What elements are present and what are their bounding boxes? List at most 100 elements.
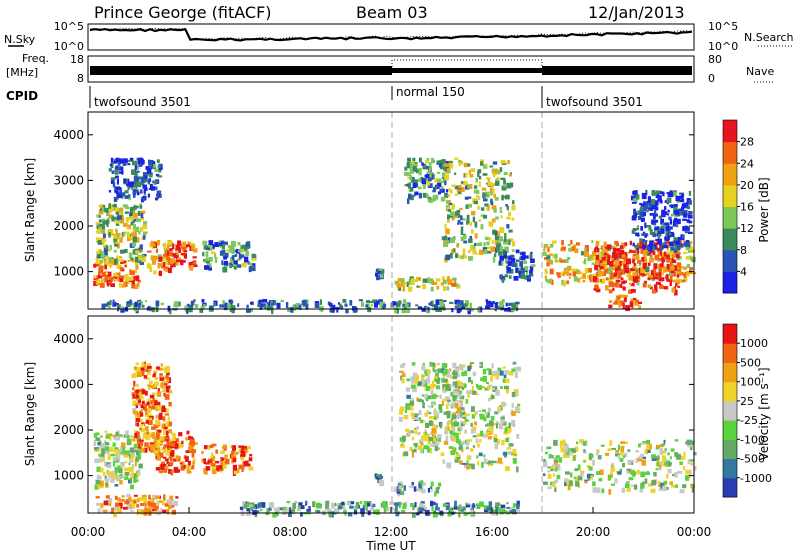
scatter-cell	[595, 240, 600, 246]
scatter-cell	[590, 454, 594, 458]
scatter-cell	[682, 234, 685, 239]
scatter-cell	[655, 273, 659, 276]
scatter-cell	[272, 300, 277, 306]
scatter-cell	[486, 381, 489, 384]
scatter-cell	[649, 286, 653, 290]
scatter-cell	[422, 278, 428, 283]
scatter-cell	[97, 442, 101, 446]
scatter-cell	[515, 392, 519, 397]
scatter-cell	[132, 394, 136, 399]
scatter-cell	[116, 243, 120, 249]
scatter-cell	[367, 501, 372, 505]
scatter-cell	[492, 370, 497, 377]
scatter-cell	[494, 434, 498, 437]
scatter-cell	[563, 267, 567, 272]
scatter-cell	[101, 206, 105, 213]
scatter-cell	[188, 435, 191, 440]
scatter-cell	[237, 258, 241, 261]
scatter-cell	[361, 511, 365, 517]
scatter-cell	[142, 198, 146, 201]
scatter-cell	[398, 485, 402, 489]
scatter-cell	[406, 308, 410, 313]
scatter-cell	[96, 250, 101, 254]
scatter-cell	[178, 442, 183, 448]
scatter-cell	[160, 464, 165, 470]
scatter-cell	[504, 233, 507, 237]
scatter-cell	[676, 262, 682, 268]
scatter-cell	[379, 274, 383, 278]
scatter-cell	[543, 248, 546, 252]
scatter-cell	[117, 465, 121, 469]
scatter-cell	[475, 383, 479, 388]
scatter-cell	[164, 413, 170, 416]
scatter-cell	[459, 207, 463, 210]
scatter-cell	[493, 438, 498, 443]
scatter-cell	[245, 511, 249, 516]
scatter-cell	[639, 202, 642, 205]
scatter-cell	[635, 458, 639, 463]
scatter-cell	[395, 505, 398, 511]
scatter-cell	[168, 469, 172, 474]
scatter-cell	[267, 305, 271, 311]
scatter-cell	[642, 283, 647, 288]
scatter-cell	[104, 249, 108, 256]
scatter-cell	[422, 419, 425, 423]
scatter-cell	[658, 267, 661, 273]
scatter-cell	[232, 254, 236, 257]
scatter-cell	[515, 249, 520, 254]
scatter-cell	[154, 377, 159, 381]
scatter-cell	[508, 370, 514, 376]
scatter-cell	[616, 270, 621, 275]
scatter-cell	[138, 392, 143, 397]
scatter-cell	[360, 508, 365, 514]
scatter-cell	[234, 451, 239, 455]
scatter-cell	[461, 218, 466, 221]
scatter-cell	[642, 247, 646, 250]
scatter-cell	[646, 471, 649, 474]
scatter-cell	[305, 500, 308, 505]
colorbar-tick-label: -1000	[740, 472, 772, 485]
scatter-cell	[467, 392, 470, 398]
scatter-cell	[409, 168, 415, 174]
scatter-cell	[561, 246, 566, 251]
scatter-cell	[116, 475, 120, 482]
scatter-cell	[463, 512, 468, 516]
x-tick-label: 04:00	[172, 525, 207, 539]
scatter-cell	[98, 260, 104, 264]
scatter-cell	[163, 449, 168, 453]
scatter-cell	[466, 460, 469, 465]
scatter-cell	[457, 301, 460, 305]
scatter-cell	[428, 172, 432, 178]
scatter-cell	[635, 450, 639, 453]
scatter-cell	[143, 497, 148, 501]
scatter-cell	[153, 164, 157, 168]
scatter-cell	[687, 443, 692, 448]
scatter-cell	[669, 252, 674, 258]
scatter-cell	[454, 172, 457, 175]
scatter-cell	[167, 240, 173, 246]
scatter-cell	[116, 232, 121, 237]
scatter-cell	[154, 510, 157, 515]
y-tick-label: 4000	[53, 128, 84, 142]
scatter-cell	[193, 248, 198, 253]
colorbar-tick-label: 8	[740, 244, 747, 257]
scatter-cell	[170, 264, 173, 269]
scatter-cell	[156, 446, 161, 453]
scatter-cell	[449, 301, 454, 304]
scatter-cell	[491, 363, 494, 369]
scatter-cell	[126, 276, 132, 281]
scatter-cell	[325, 500, 330, 504]
scatter-cell	[140, 404, 144, 409]
scatter-cell	[554, 487, 557, 493]
scatter-cell	[655, 219, 659, 223]
scatter-cell	[510, 308, 516, 312]
scatter-cell	[126, 493, 131, 498]
scatter-cell	[500, 177, 506, 180]
scatter-cell	[122, 158, 128, 164]
scatter-cell	[492, 256, 496, 263]
scatter-cell	[142, 235, 146, 240]
scatter-cell	[217, 465, 223, 470]
scatter-cell	[458, 446, 463, 450]
scatter-cell	[418, 157, 422, 163]
scatter-cell	[117, 215, 122, 220]
